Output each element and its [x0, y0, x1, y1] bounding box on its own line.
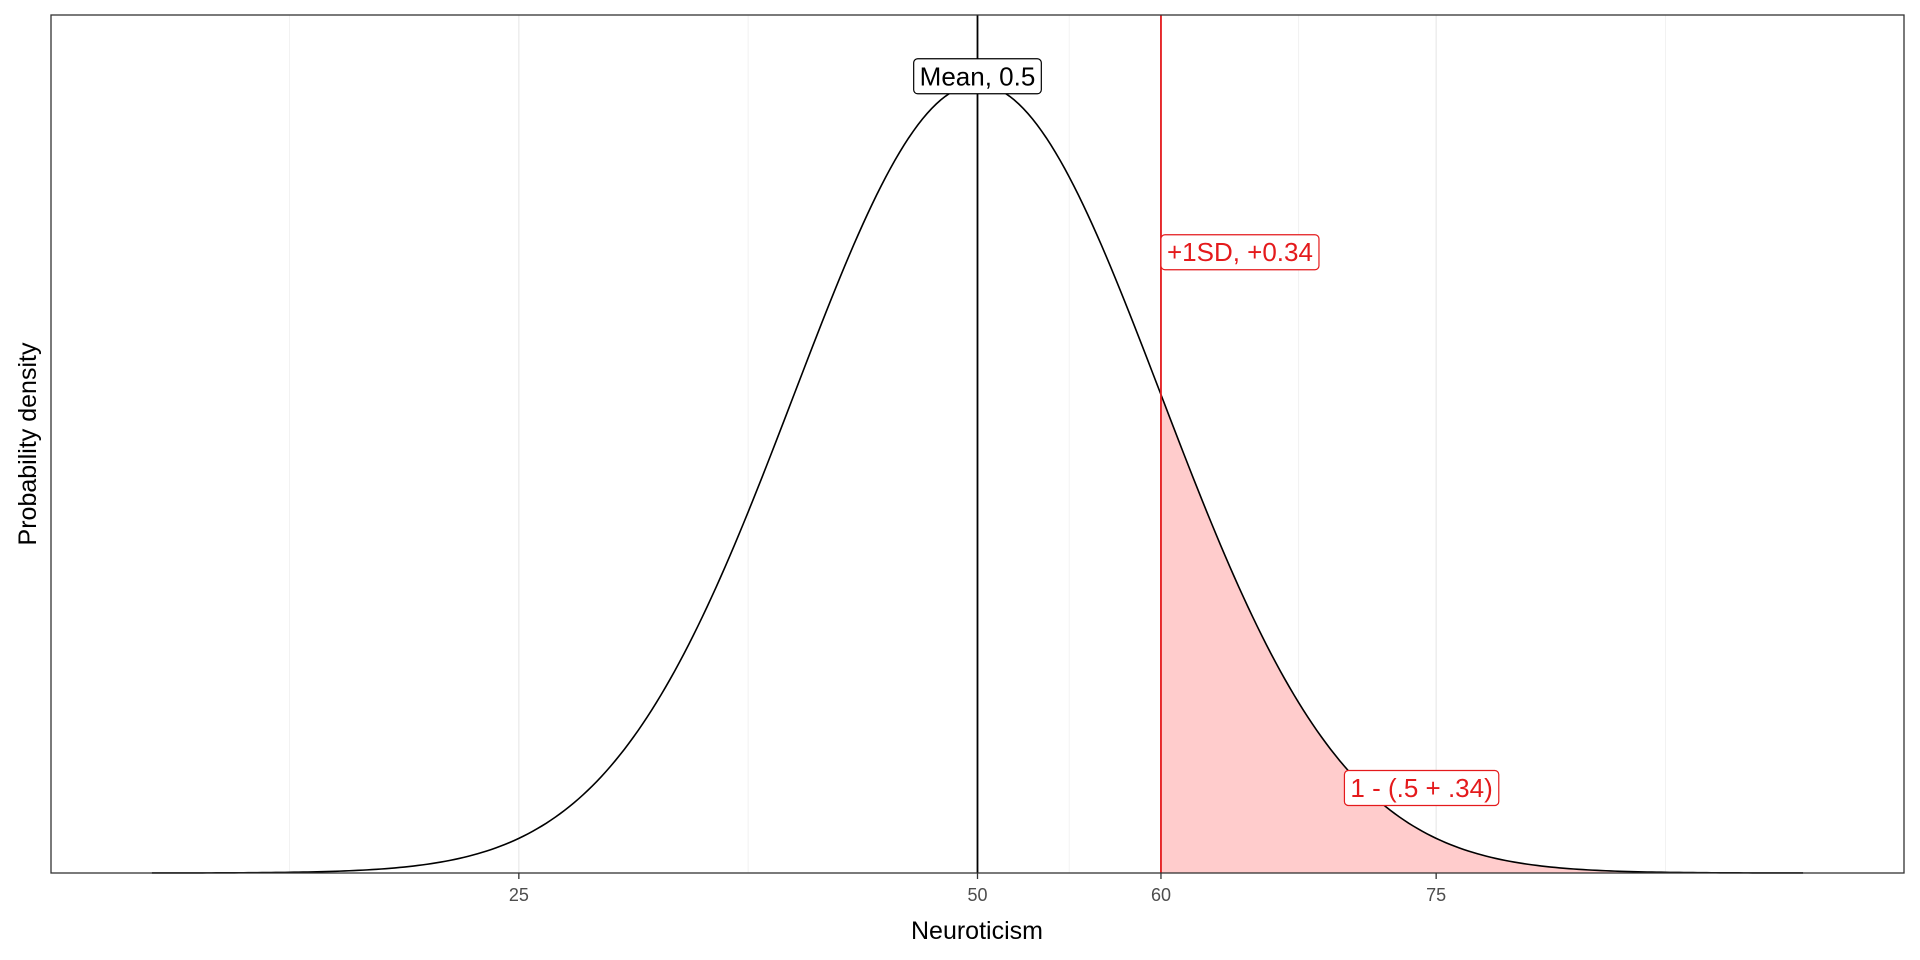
x-tick-label: 50: [967, 885, 987, 905]
plus-1sd-label: +1SD, +0.34: [1167, 237, 1313, 267]
tail-label: 1 - (.5 + .34): [1350, 773, 1492, 803]
x-tick-label: 60: [1151, 885, 1171, 905]
x-axis-ticks: 25 50 60 75: [509, 873, 1446, 905]
mean-label-box: [913, 58, 1042, 95]
y-axis-title: Probability density: [14, 342, 42, 545]
tail-label-box: [1343, 769, 1500, 807]
mean-label: Mean, 0.5: [920, 61, 1036, 91]
x-tick-label: 25: [509, 885, 529, 905]
x-tick-label: 75: [1426, 885, 1446, 905]
x-axis-title: Neuroticism: [911, 917, 1043, 945]
plus-1sd-label-box: [1160, 234, 1320, 271]
tail-annotation: 1 - (.5 + .34): [1343, 769, 1500, 807]
mean-annotation: Mean, 0.5: [913, 58, 1042, 95]
annotation-layer: Mean, 0.5 +1SD, +0.34 1 - (.5 + .34): [913, 58, 1500, 807]
plus-1sd-annotation: +1SD, +0.34: [1160, 234, 1320, 271]
shaded-tail-area: [1160, 394, 1804, 873]
vline-layer: [976, 15, 1162, 873]
